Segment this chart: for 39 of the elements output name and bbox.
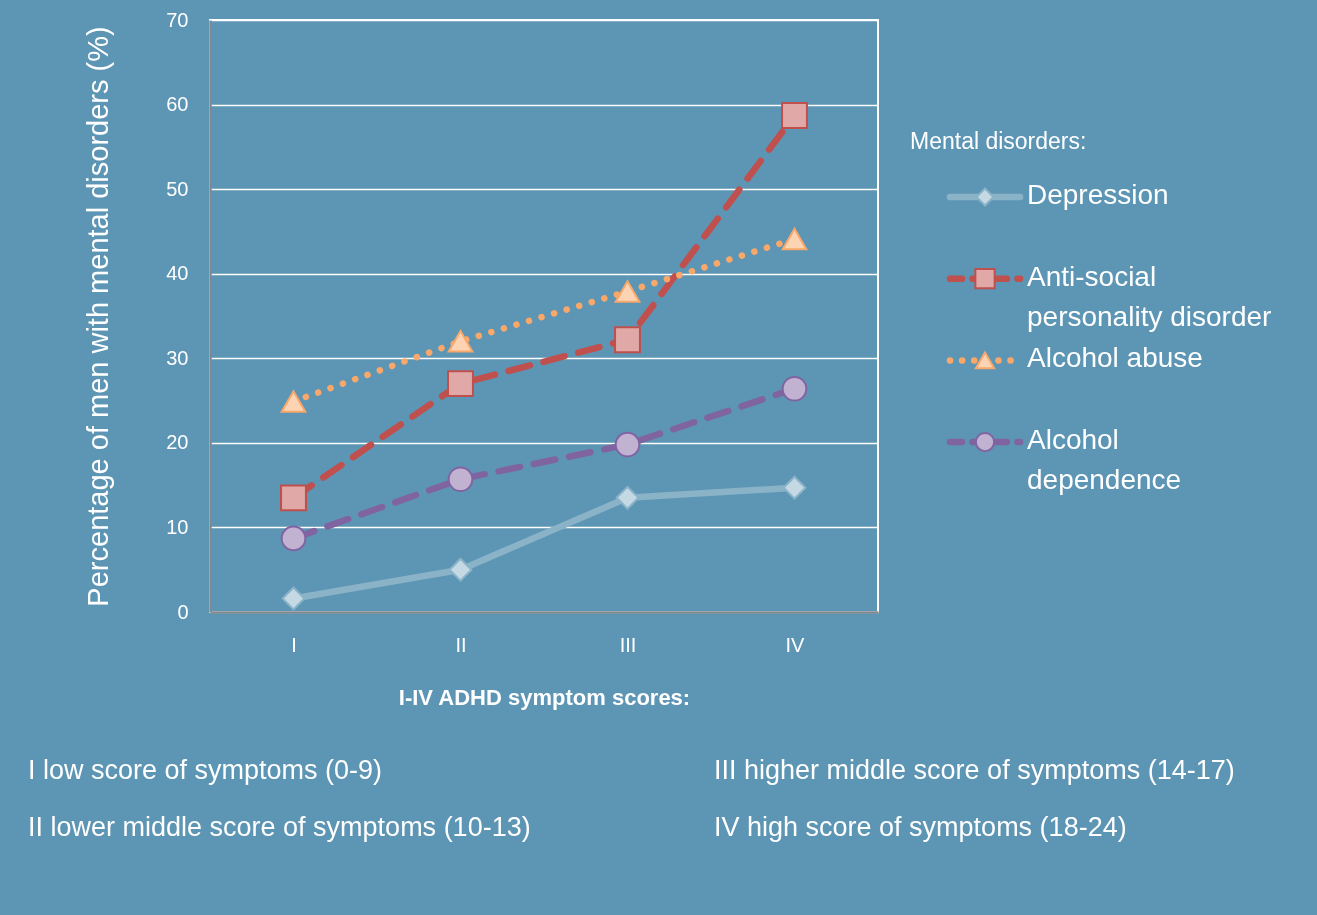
point — [281, 586, 306, 611]
point — [447, 466, 474, 493]
point — [615, 485, 640, 510]
legend-title: Mental disorders: — [910, 128, 1087, 154]
point — [614, 280, 641, 303]
point — [781, 227, 808, 251]
x-axis-title: I-IV ADHD symptom scores: — [398, 684, 691, 710]
y-tick-label: 0 — [177, 600, 189, 623]
y-tick-label: 10 — [166, 515, 189, 538]
legend-label: Alcohol dependence — [1027, 424, 1182, 496]
y-tick-label: 50 — [166, 177, 189, 200]
point — [447, 370, 474, 398]
x-tick-label: I — [291, 633, 297, 656]
point — [614, 326, 641, 354]
y-tick-label: 40 — [166, 262, 189, 285]
legend-label: Depression — [1027, 179, 1169, 210]
text: IV high score of symptoms (18-24) — [714, 812, 1127, 842]
y-tick-label: 30 — [166, 346, 189, 369]
point — [447, 330, 474, 353]
point — [782, 475, 807, 500]
point — [448, 557, 473, 582]
y-axis-title: Percentage of men with mental disorders (%) — [82, 26, 115, 607]
point — [781, 375, 808, 402]
y-tick-label: 20 — [166, 431, 189, 454]
y-tick-label: 70 — [166, 8, 189, 31]
legend-label: Anti-social personality disorder — [1027, 260, 1272, 332]
text: III higher middle score of symptoms (14-17) — [714, 755, 1235, 785]
x-tick-label: IV — [785, 633, 806, 656]
point — [280, 525, 307, 552]
text: II lower middle score of symptoms (10-13) — [28, 812, 531, 842]
text: I low score of symptoms (0-9) — [28, 755, 383, 785]
point — [781, 102, 808, 130]
point — [614, 431, 641, 458]
point — [280, 484, 307, 512]
x-tick-label: III — [619, 633, 637, 656]
legend-label: Alcohol abuse — [1027, 342, 1203, 374]
y-tick-label: 60 — [166, 93, 189, 116]
point — [280, 390, 307, 413]
x-tick-label: II — [455, 633, 467, 656]
